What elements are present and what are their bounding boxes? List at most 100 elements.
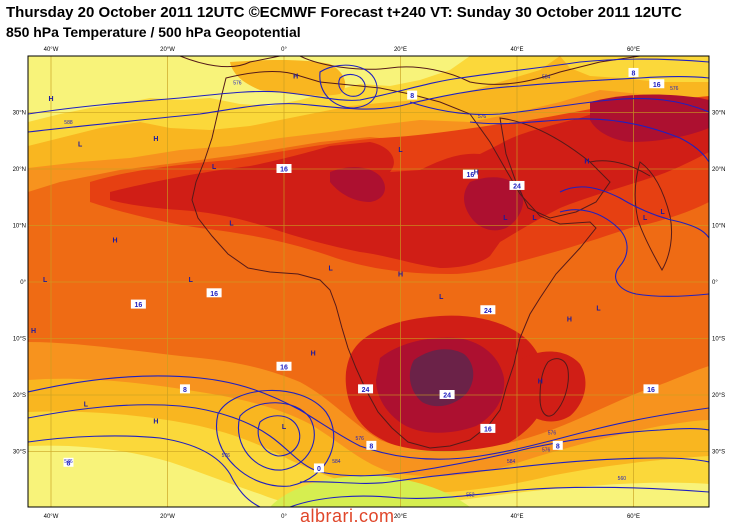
isotherm-label: 16 — [276, 361, 292, 371]
isotherm-label-text: 24 — [362, 387, 370, 394]
lat-label-left: 0° — [20, 280, 26, 286]
lat-label-right: 10°N — [712, 224, 725, 230]
coast-europe — [179, 56, 641, 85]
forecast-map: 40°W 40°W 20°W 20°W 0° 0° 20°E 20°E 40°E 40°E 60°E… — [0, 42, 739, 527]
low-center-marker: L — [43, 277, 48, 284]
isotherm-label: 16 — [480, 423, 496, 433]
temp-zone-pale-yellow-south — [28, 445, 320, 507]
isotherm-label-box — [366, 440, 377, 450]
geopotential-label: 560 — [618, 476, 627, 482]
map-frame — [27, 55, 710, 508]
isotherm-label: 8 — [366, 440, 377, 450]
lon-label-top: 0° — [281, 47, 287, 53]
lat-label-left: 10°S — [13, 337, 26, 343]
isotherm-label-box — [358, 384, 374, 394]
high-center-marker: H — [48, 96, 53, 103]
temp-zone-maroon-south-africa — [409, 349, 474, 407]
isotherm-label-box — [480, 305, 496, 315]
isotherm-label-text: 16 — [467, 172, 475, 179]
geopotential-label: 584 — [542, 75, 551, 81]
geopotential-label: 552 — [466, 493, 475, 499]
low-center-marker: L — [84, 401, 89, 408]
isotherm-label: 0 — [313, 463, 324, 473]
lon-label-top: 20°E — [394, 47, 407, 53]
geopotential-label: 576 — [356, 436, 365, 442]
coast-madagascar — [539, 358, 569, 417]
high-center-marker: H — [567, 317, 572, 324]
geopotential-label: 584 — [507, 459, 516, 465]
lat-label-left: 10°N — [13, 224, 26, 230]
lon-label-top: 40°E — [510, 47, 523, 53]
isotherm-label: 24 — [439, 390, 455, 400]
lat-label-right: 0° — [712, 280, 718, 286]
temp-zone-dark-red-red-sea — [464, 177, 524, 231]
isotherm-label: 16 — [462, 169, 478, 179]
isotherm-label-text: 8 — [369, 443, 373, 450]
lon-label-bottom: 0° — [281, 514, 287, 520]
coast-africa — [191, 71, 597, 449]
isotherm-label-text: 16 — [280, 167, 288, 174]
lat-label-right: 30°N — [712, 111, 725, 117]
geopotential-label: 576 — [542, 448, 551, 454]
low-center-marker: L — [212, 164, 217, 171]
watermark: albrari.com — [300, 506, 395, 526]
geopotential-label: 576 — [670, 86, 679, 92]
isotherm-label-box — [552, 440, 563, 450]
isotherm-label: 16 — [130, 299, 146, 309]
high-center-marker: H — [153, 418, 158, 425]
geopotential-contour-north-1 — [28, 58, 709, 115]
isotherm-label-text: 16 — [647, 387, 655, 394]
low-center-marker: L — [660, 209, 665, 216]
geopotential-contour-low-north — [338, 73, 366, 97]
temp-zone-pale-yellow-south-east — [420, 482, 709, 507]
isotherm-label-text: 8 — [410, 93, 414, 100]
title-line-1: Thursday 20 October 2011 12UTC ©ECMWF Fo… — [6, 4, 682, 21]
low-center-marker: L — [78, 141, 83, 148]
geopotential-contours — [28, 58, 709, 507]
isotherm-label-box — [206, 288, 222, 298]
high-center-marker: H — [311, 350, 316, 357]
isotherm-label-text: 8 — [67, 460, 71, 467]
title-line-2: 850 hPa Temperature / 500 hPa Geopotenti… — [6, 24, 301, 40]
axis-labels: 40°W 40°W 20°W 20°W 0° 0° 20°E 20°E 40°E 40°E 60°E… — [13, 47, 726, 520]
isotherm-label-box — [649, 79, 665, 89]
isotherm-label: 16 — [649, 79, 665, 89]
temp-zone-dark-red-arabia — [590, 94, 709, 142]
high-center-marker: H — [474, 170, 479, 177]
lat-label-left: 20°S — [13, 393, 26, 399]
isotherm-label-text: 24 — [484, 308, 492, 315]
isotherm-label-text: 16 — [210, 291, 218, 298]
geopotential-label: 576 — [233, 80, 242, 86]
geopotential-contour-south-1 — [28, 375, 709, 460]
isotherm-label-box — [276, 361, 292, 371]
pressure-centers: H H L H L L H H L L L L L H L H L L L H L H H H L H L — [31, 74, 665, 431]
geopotential-label: 588 — [64, 120, 73, 126]
lon-label-top: 60°E — [627, 47, 640, 53]
low-center-marker: L — [328, 266, 333, 273]
isotherm-label-text: 8 — [632, 70, 636, 77]
isotherm-label: 8 — [179, 384, 190, 394]
lat-label-right: 20°N — [712, 167, 725, 173]
isotherm-label: 8 — [407, 90, 418, 100]
lon-label-top: 20°W — [160, 47, 175, 53]
geopotential-label: 576 — [222, 453, 231, 459]
high-center-marker: H — [293, 74, 298, 81]
isotherm-label: 16 — [643, 384, 659, 394]
isotherm-label-text: 8 — [183, 387, 187, 394]
isotherm-label-text: 16 — [280, 364, 288, 371]
geopotential-label: 576 — [478, 114, 487, 120]
geopotential-label: 576 — [548, 431, 557, 437]
geopotential-contour-low-north-outer — [319, 64, 378, 109]
isotherm-label-text: 8 — [556, 443, 560, 450]
lon-label-bottom: 20°E — [394, 514, 407, 520]
geopotential-contour-south-5 — [289, 486, 709, 507]
lat-label-right: 20°S — [712, 393, 725, 399]
low-center-marker: L — [439, 294, 444, 301]
isotherm-labels: 16 16 24 16 8 8 16 16 24 16 8 24 24 16 16 8 8 0 8 — [63, 67, 665, 473]
low-center-marker: L — [643, 215, 648, 222]
isotherm-label-box — [407, 90, 418, 100]
isotherm-label: 8 — [552, 440, 563, 450]
low-center-marker: L — [189, 277, 194, 284]
isotherm-label: 24 — [358, 384, 374, 394]
geopotential-contour-south-2 — [28, 404, 709, 477]
